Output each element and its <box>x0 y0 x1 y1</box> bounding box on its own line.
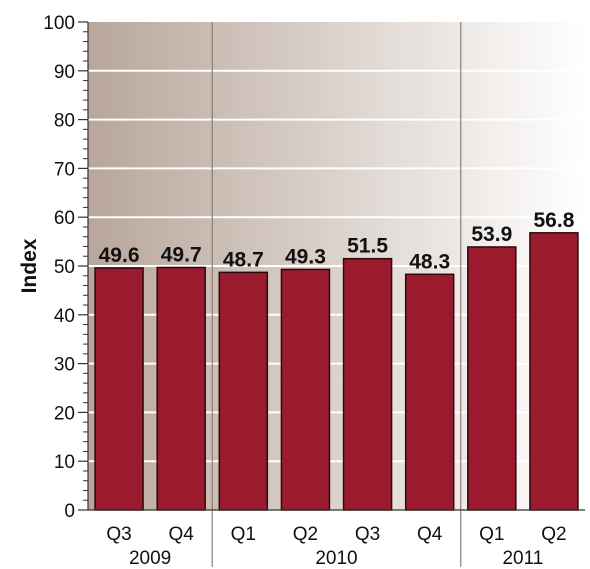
bar-value-label: 53.9 <box>471 223 512 246</box>
y-tick-label: 100 <box>43 13 75 34</box>
x-category-label: Q3 <box>355 524 380 545</box>
x-category-label: Q2 <box>293 524 318 545</box>
y-tick-label: 10 <box>54 452 75 473</box>
y-tick-label: 90 <box>54 62 75 83</box>
x-group-label: 2009 <box>129 548 171 569</box>
bar <box>218 271 269 511</box>
y-tick-label: 50 <box>54 257 75 278</box>
y-tick-label: 60 <box>54 208 75 229</box>
x-category-label: Q2 <box>541 524 566 545</box>
y-tick-label: 0 <box>64 501 75 522</box>
year-separators <box>211 22 462 567</box>
x-category-label: Q1 <box>479 524 504 545</box>
bar <box>156 266 206 511</box>
bar-value-label: 56.8 <box>534 209 575 232</box>
x-group-label: 2010 <box>315 548 357 569</box>
y-tick-label: 70 <box>54 159 75 180</box>
y-axis-label: Index <box>18 238 41 293</box>
bar-value-label: 49.6 <box>99 244 140 267</box>
bar-value-label: 49.7 <box>161 243 202 266</box>
x-group-label: 2011 <box>502 548 543 569</box>
bars <box>94 232 579 511</box>
bar <box>94 267 144 511</box>
y-tick-label: 30 <box>54 355 75 376</box>
bar-value-label: 48.3 <box>409 250 450 273</box>
bar <box>342 257 393 511</box>
bar-value-label: 48.7 <box>223 248 264 271</box>
bar <box>404 273 455 511</box>
y-tick-label: 80 <box>54 111 75 132</box>
y-tick-label: 20 <box>54 403 75 424</box>
bar <box>280 268 331 511</box>
labels: 49.6 Q3 49.7 Q4 48.7 Q1 49.3 Q2 51.5 Q3 48.3 Q4 53.9… <box>99 209 575 569</box>
y-tick-label: 40 <box>54 306 75 327</box>
x-category-label: Q1 <box>231 524 256 545</box>
y-axis: 0 10 20 30 40 50 60 70 80 90 100 <box>43 13 585 522</box>
bar-value-label: 51.5 <box>347 235 388 258</box>
bar <box>467 246 517 511</box>
bar-value-label: 49.3 <box>285 245 326 268</box>
x-category-label: Q4 <box>169 524 195 545</box>
x-category-label: Q4 <box>417 524 443 545</box>
bar <box>529 232 579 511</box>
x-category-label: Q3 <box>106 524 131 545</box>
